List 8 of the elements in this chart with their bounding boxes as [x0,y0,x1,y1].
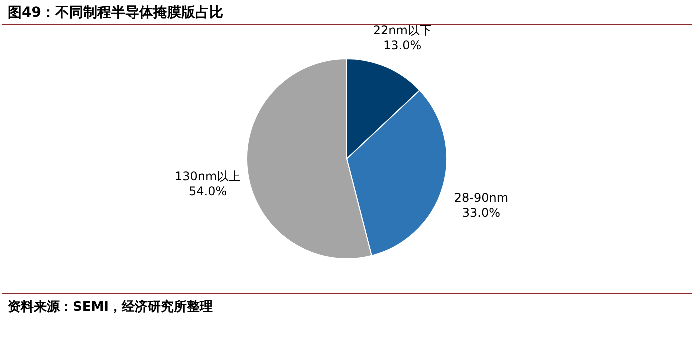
data-label: 33.0% [462,206,501,220]
slice-label: 28-90nm [454,191,509,206]
text: 资料来源：SEMI，经济研究所整理 [2,293,692,320]
data-label: 13.0% [384,38,422,53]
slice-label: 22nm以下 [373,24,432,38]
slice-label: 130nm以上 [175,170,242,184]
data-label: 54.0% [189,184,228,199]
chart-title: 图49：不同制程半导体掩膜版占比 [2,0,692,25]
